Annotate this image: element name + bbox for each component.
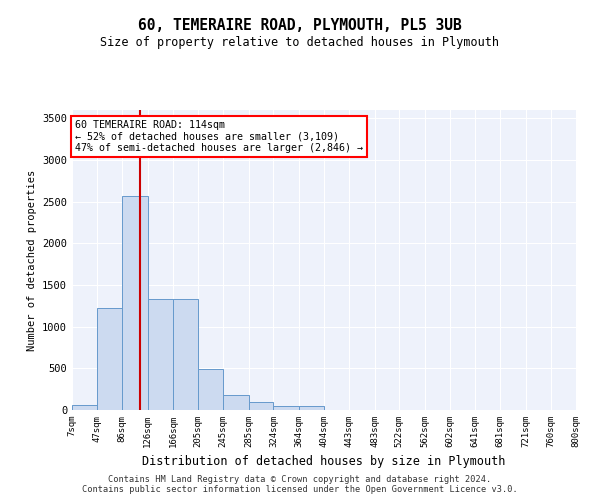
Text: Size of property relative to detached houses in Plymouth: Size of property relative to detached ho… [101, 36, 499, 49]
Bar [97, 308, 122, 410]
Y-axis label: Number of detached properties: Number of detached properties [26, 170, 37, 350]
Bar [274, 406, 299, 410]
Bar [248, 402, 274, 410]
Bar [198, 369, 223, 410]
X-axis label: Distribution of detached houses by size in Plymouth: Distribution of detached houses by size … [142, 456, 506, 468]
Bar [122, 196, 148, 410]
Bar [299, 406, 325, 410]
Text: 60 TEMERAIRE ROAD: 114sqm
← 52% of detached houses are smaller (3,109)
47% of se: 60 TEMERAIRE ROAD: 114sqm ← 52% of detac… [75, 120, 363, 153]
Bar [72, 406, 97, 410]
Bar [223, 394, 248, 410]
Bar [173, 299, 198, 410]
Text: Contains HM Land Registry data © Crown copyright and database right 2024.
Contai: Contains HM Land Registry data © Crown c… [82, 474, 518, 494]
Text: 60, TEMERAIRE ROAD, PLYMOUTH, PL5 3UB: 60, TEMERAIRE ROAD, PLYMOUTH, PL5 3UB [138, 18, 462, 32]
Bar [148, 299, 173, 410]
